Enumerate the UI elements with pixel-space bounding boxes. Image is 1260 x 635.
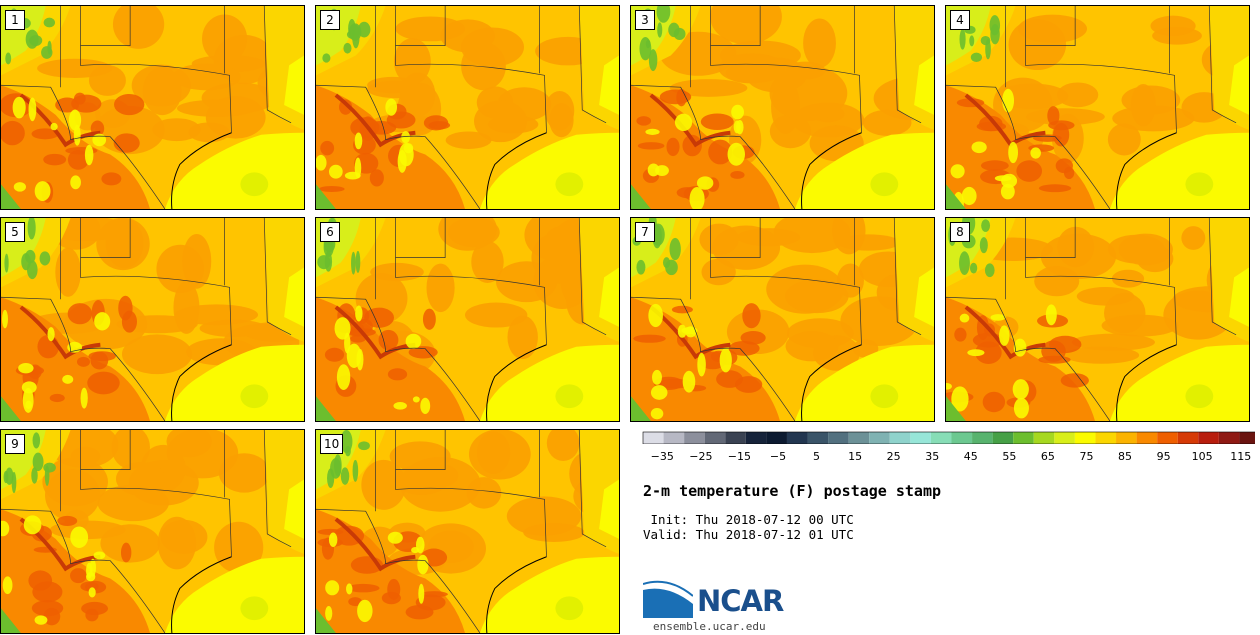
colorbar-swatch — [1218, 432, 1240, 444]
colorbar-swatch — [684, 432, 705, 444]
temperature-map — [316, 6, 619, 209]
colorbar-swatch — [889, 432, 911, 444]
colorbar-swatch — [930, 432, 952, 444]
colorbar-tick-label: 35 — [925, 450, 940, 463]
colorbar-swatch — [869, 432, 890, 444]
colorbar-tick-label: 105 — [1191, 450, 1213, 463]
panel-label: 8 — [950, 222, 970, 242]
temperature-map — [1, 6, 304, 209]
panel-label: 4 — [950, 10, 970, 30]
member-panel-9: 9 — [0, 429, 305, 634]
valid-time: Valid: Thu 2018-07-12 01 UTC — [643, 527, 854, 542]
colorbar-swatch — [1033, 432, 1055, 444]
temperature-map — [631, 218, 934, 421]
colorbar-swatch — [1095, 432, 1117, 444]
colorbar-swatch — [663, 432, 685, 444]
colorbar-tick-label: 25 — [886, 450, 901, 463]
colorbar-tick-label: −15 — [727, 450, 752, 463]
panel-label: 1 — [5, 10, 25, 30]
colorbar-frame — [642, 431, 1255, 444]
colorbar-tick-label: −5 — [769, 450, 787, 463]
colorbar-swatch — [766, 432, 787, 444]
chart-title: 2-m temperature (F) postage stamp — [643, 482, 942, 500]
temperature-map — [1, 430, 304, 633]
ncar-wordmark: NCAR — [697, 584, 784, 618]
colorbar-swatch — [848, 432, 870, 444]
member-panel-1: 1 — [0, 5, 305, 210]
panel-label: 6 — [320, 222, 340, 242]
member-panel-7: 7 — [630, 217, 935, 422]
colorbar-tick-label: 65 — [1040, 450, 1055, 463]
colorbar-swatch — [1054, 432, 1075, 444]
member-panel-5: 5 — [0, 217, 305, 422]
temperature-map — [316, 218, 619, 421]
logo-url: ensemble.ucar.edu — [653, 620, 766, 633]
panel-label: 7 — [635, 222, 655, 242]
panel-label: 10 — [320, 434, 344, 454]
colorbar-swatch — [1177, 432, 1199, 444]
panel-label: 5 — [5, 222, 25, 242]
colorbar-swatch — [828, 432, 849, 444]
colorbar-tick-label: 85 — [1118, 450, 1133, 463]
panel-label: 2 — [320, 10, 340, 30]
panel-label: 3 — [635, 10, 655, 30]
colorbar-tick-label: 45 — [963, 450, 978, 463]
member-panel-4: 4 — [945, 5, 1250, 210]
colorbar-swatch — [1239, 432, 1255, 444]
colorbar-swatch — [951, 432, 973, 444]
colorbar-swatch — [725, 432, 746, 444]
colorbar-swatch — [1136, 432, 1158, 444]
temperature-map — [631, 6, 934, 209]
colorbar-swatch — [807, 432, 829, 444]
colorbar-swatch — [910, 432, 931, 444]
colorbar-tick-label: −35 — [650, 450, 674, 463]
ncar-swoosh-icon — [643, 580, 693, 618]
colorbar-swatch — [745, 432, 767, 444]
info-block: 2-m temperature (F) postage stamp Init: … — [643, 482, 941, 542]
temperature-map — [946, 6, 1249, 209]
colorbar-swatch — [1198, 432, 1219, 444]
member-panel-8: 8 — [945, 217, 1250, 422]
colorbar-swatch — [972, 432, 993, 444]
colorbar-swatch — [1074, 432, 1096, 444]
colorbar-swatch — [1013, 432, 1034, 444]
colorbar-tick-label: 115 — [1230, 450, 1252, 463]
colorbar-swatch — [704, 432, 726, 444]
colorbar-swatch — [1157, 432, 1178, 444]
colorbar-swatch — [1116, 432, 1137, 444]
colorbar-swatches — [642, 431, 1255, 444]
panel-label: 9 — [5, 434, 25, 454]
colorbar-tick-label: −25 — [689, 450, 713, 463]
member-panel-2: 2 — [315, 5, 620, 210]
colorbar-tick-label: 15 — [848, 450, 863, 463]
colorbar-tick-label: 95 — [1156, 450, 1171, 463]
colorbar-tick-label: 75 — [1079, 450, 1094, 463]
temperature-map — [1, 218, 304, 421]
temperature-map — [946, 218, 1249, 421]
ncar-logo: NCAR ensemble.ucar.edu — [643, 578, 803, 634]
colorbar: −35 −25 −15 −5 5 15 25 35 45 55 65 75 85 95 105 115 — [630, 428, 1255, 468]
colorbar-swatch — [786, 432, 808, 444]
colorbar-swatch — [992, 432, 1014, 444]
member-panel-6: 6 — [315, 217, 620, 422]
colorbar-tick-label: 55 — [1002, 450, 1017, 463]
colorbar-swatch — [643, 432, 664, 444]
temperature-map — [316, 430, 619, 633]
colorbar-tick-label: 5 — [813, 450, 821, 463]
member-panel-3: 3 — [630, 5, 935, 210]
init-time: Init: Thu 2018-07-12 00 UTC — [643, 512, 854, 527]
member-panel-10: 10 — [315, 429, 620, 634]
colorbar-ticks: −35 −25 −15 −5 5 15 25 35 45 55 65 75 85 95 105 115 — [630, 450, 1255, 466]
